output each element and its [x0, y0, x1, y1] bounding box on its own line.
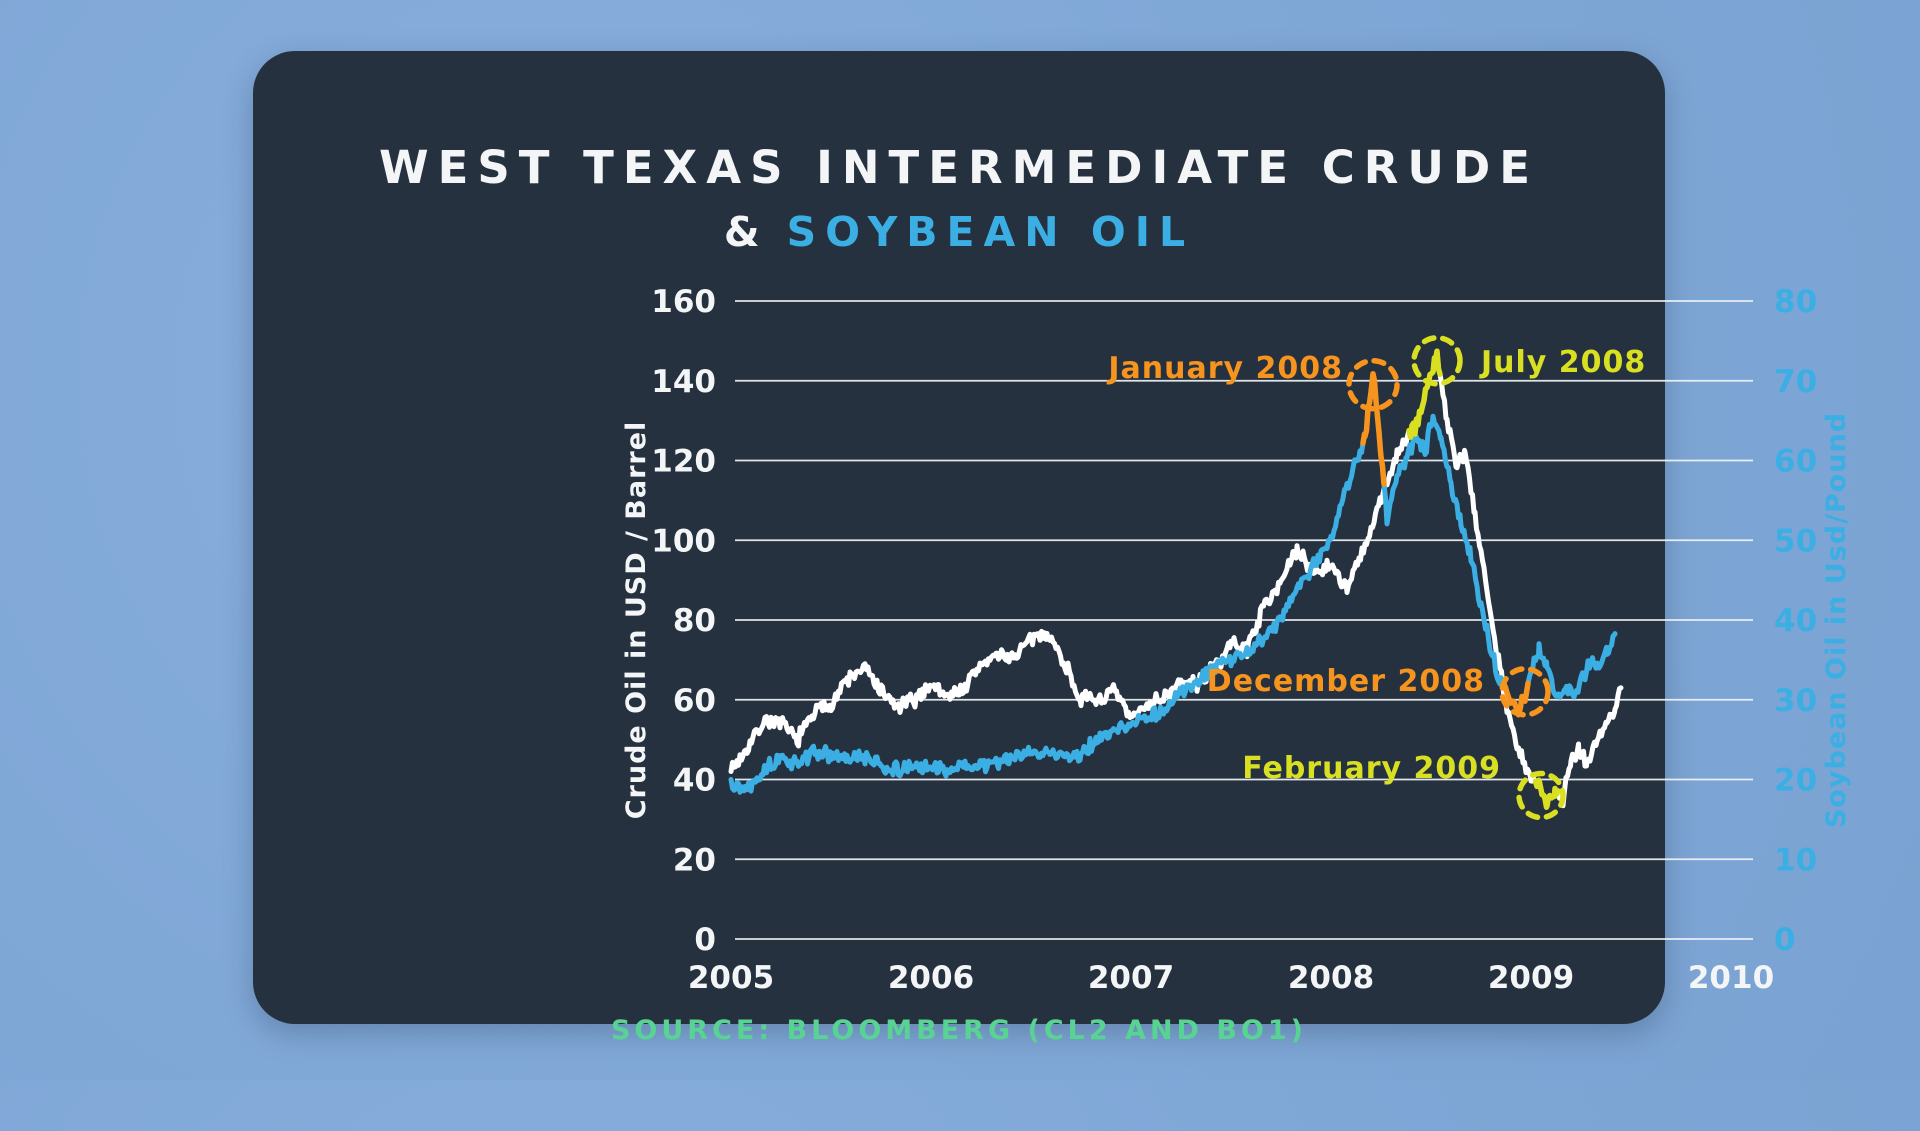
annotation-circle-february-2009	[1516, 770, 1566, 821]
left-tick-label: 60	[673, 683, 716, 719]
title-soybean: SOYBEAN OIL	[786, 208, 1195, 256]
year-tick-label: 2010	[1688, 960, 1774, 996]
left-tick-label: 20	[673, 842, 716, 878]
left-axis-ticks: 160 140 120 100 80 60 40 20 0	[651, 284, 716, 958]
page: { "page": {"background": "#7fa7d6"}, "ca…	[0, 0, 1920, 1080]
chart-card: WEST TEXAS INTERMEDIATE CRUDE & SOYBEAN O…	[253, 51, 1852, 1046]
left-tick-label: 100	[651, 523, 716, 559]
series-lines	[728, 348, 1624, 810]
series-line-wti-crude-oil	[728, 348, 1624, 810]
left-tick-label: 0	[694, 922, 716, 958]
annotation-label-july-2008: July 2008	[1479, 345, 1646, 380]
right-tick-label: 70	[1774, 364, 1817, 400]
highlight-december-2008	[1501, 680, 1531, 718]
year-tick-label: 2006	[888, 960, 974, 996]
right-tick-label: 80	[1774, 284, 1817, 320]
right-tick-label: 50	[1774, 523, 1817, 559]
right-tick-label: 0	[1774, 922, 1796, 958]
series-line-soybean-oil	[728, 371, 1618, 795]
chart-title-line2: & SOYBEAN OIL	[253, 208, 1665, 256]
annotation-circle-january-2008	[1346, 357, 1400, 412]
right-tick-label: 30	[1774, 683, 1817, 719]
right-tick-label: 40	[1774, 603, 1817, 639]
right-tick-label: 60	[1774, 444, 1817, 480]
x-axis-ticks: 2005 2006 2007 2008 2009 2010	[688, 960, 1774, 996]
source-credit: SOURCE: BLOOMBERG (CL2 AND BO1)	[610, 1015, 1308, 1046]
annotation-label-january-2008: January 2008	[1106, 351, 1343, 386]
left-tick-label: 160	[651, 284, 716, 320]
left-tick-label: 40	[673, 763, 716, 799]
left-tick-label: 120	[651, 444, 716, 480]
right-axis-title: Soybean Oil in Usd/Pound	[1821, 412, 1852, 828]
left-tick-label: 140	[651, 364, 716, 400]
year-tick-label: 2005	[688, 960, 774, 996]
right-axis-ticks: 80 70 60 50 40 30 20 10 0	[1774, 284, 1817, 958]
highlight-july-2008	[1406, 348, 1443, 440]
annotation-circle-december-2008	[1499, 666, 1551, 718]
left-axis-title: Crude Oil in USD / Barrel	[621, 421, 652, 820]
annotation-circle-july-2008	[1411, 335, 1463, 387]
year-tick-label: 2008	[1288, 960, 1374, 996]
year-tick-label: 2009	[1488, 960, 1574, 996]
title-ampersand: &	[723, 208, 769, 256]
annotations: January 2008 July 2008 December 2008 Februa…	[1106, 335, 1646, 821]
highlight-january-2008	[1360, 371, 1387, 487]
series-highlights	[1360, 348, 1561, 810]
right-tick-label: 10	[1774, 842, 1817, 878]
right-tick-label: 20	[1774, 763, 1817, 799]
chart-title-line1: WEST TEXAS INTERMEDIATE CRUDE	[378, 141, 1540, 194]
left-tick-label: 80	[673, 603, 716, 639]
year-tick-label: 2007	[1088, 960, 1174, 996]
highlight-february-2009	[1532, 777, 1561, 810]
annotation-label-december-2008: December 2008	[1207, 664, 1485, 699]
gridlines	[735, 300, 1753, 940]
annotation-label-february-2009: February 2009	[1242, 751, 1501, 786]
